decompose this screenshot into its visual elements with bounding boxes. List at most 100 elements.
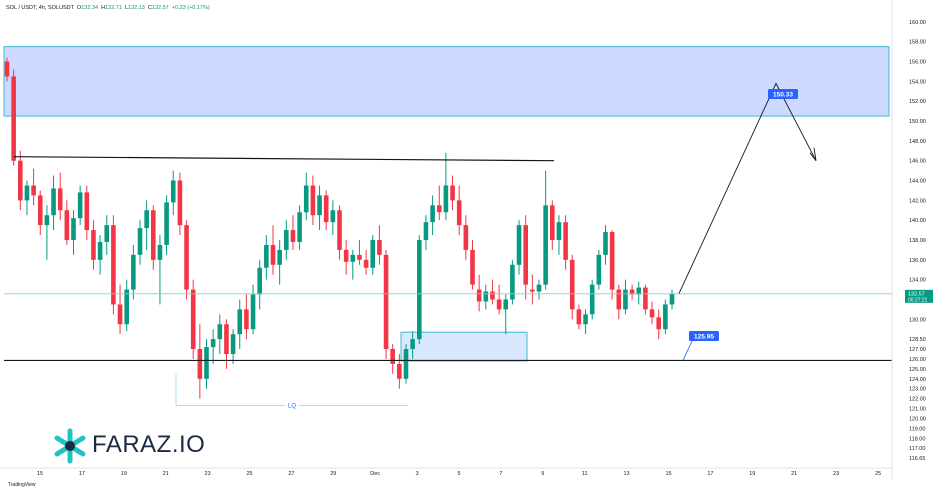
candle[interactable]	[131, 244, 136, 300]
candle[interactable]	[377, 225, 382, 265]
candle[interactable]	[390, 344, 395, 374]
candle[interactable]	[330, 200, 336, 236]
candle[interactable]	[31, 168, 36, 206]
candle[interactable]	[649, 301, 655, 325]
candle[interactable]	[410, 331, 415, 359]
candle[interactable]	[669, 289, 675, 310]
candle[interactable]	[137, 220, 143, 265]
candle[interactable]	[403, 344, 409, 384]
candle[interactable]	[490, 279, 495, 305]
candle[interactable]	[643, 284, 648, 315]
candle[interactable]	[323, 190, 329, 231]
candle[interactable]	[436, 185, 442, 221]
candle[interactable]	[270, 225, 276, 275]
candle[interactable]	[197, 324, 203, 399]
candle[interactable]	[523, 215, 528, 300]
candle[interactable]	[503, 294, 509, 335]
candle[interactable]	[589, 279, 595, 320]
candle[interactable]	[170, 170, 176, 216]
candle[interactable]	[297, 205, 302, 250]
candle[interactable]	[530, 274, 535, 305]
candle[interactable]	[623, 279, 628, 315]
candle[interactable]	[111, 215, 116, 315]
candle[interactable]	[550, 200, 555, 250]
candle[interactable]	[609, 230, 615, 300]
candle[interactable]	[57, 172, 63, 221]
candle[interactable]	[583, 309, 588, 335]
candle[interactable]	[629, 284, 635, 300]
candle[interactable]	[543, 170, 548, 290]
candle[interactable]	[310, 175, 316, 226]
projection-path[interactable]	[678, 82, 817, 294]
candle[interactable]	[157, 235, 163, 305]
candle[interactable]	[483, 284, 489, 310]
candle[interactable]	[363, 249, 369, 275]
candle[interactable]	[430, 195, 435, 236]
candle[interactable]	[11, 69, 16, 166]
candle[interactable]	[470, 240, 475, 290]
candle[interactable]	[204, 339, 209, 389]
candle[interactable]	[563, 215, 568, 270]
candle[interactable]	[496, 284, 502, 315]
candle[interactable]	[117, 284, 123, 335]
candle[interactable]	[237, 299, 243, 350]
candle[interactable]	[217, 314, 223, 354]
candle[interactable]	[516, 220, 522, 275]
candle[interactable]	[357, 240, 362, 265]
candle[interactable]	[510, 259, 515, 305]
candle[interactable]	[337, 205, 342, 260]
candle[interactable]	[184, 220, 189, 300]
candle[interactable]	[44, 205, 50, 260]
candle[interactable]	[244, 294, 249, 340]
candle[interactable]	[456, 185, 462, 236]
candle[interactable]	[77, 185, 83, 226]
candle[interactable]	[64, 200, 70, 245]
candle[interactable]	[144, 200, 149, 250]
candle[interactable]	[84, 185, 90, 240]
candle[interactable]	[397, 354, 402, 389]
candle[interactable]	[663, 299, 668, 335]
candle[interactable]	[423, 215, 429, 250]
candle[interactable]	[51, 175, 56, 231]
candle[interactable]	[303, 172, 309, 221]
candle[interactable]	[71, 210, 76, 255]
candle[interactable]	[284, 220, 289, 260]
candle[interactable]	[383, 249, 389, 359]
candle[interactable]	[24, 180, 30, 216]
candle[interactable]	[124, 279, 129, 332]
candle[interactable]	[277, 240, 282, 285]
candle[interactable]	[164, 195, 169, 255]
candle[interactable]	[350, 249, 356, 280]
supply-zone[interactable]	[3, 46, 890, 117]
candle[interactable]	[317, 185, 322, 231]
candle[interactable]	[290, 215, 296, 250]
candle[interactable]	[463, 215, 469, 260]
candle[interactable]	[569, 254, 575, 320]
candle[interactable]	[616, 284, 622, 320]
candle[interactable]	[596, 249, 602, 290]
candle[interactable]	[556, 215, 562, 255]
candle[interactable]	[177, 172, 183, 236]
candle[interactable]	[210, 329, 216, 364]
candle[interactable]	[370, 235, 376, 275]
candle[interactable]	[536, 279, 542, 300]
candle[interactable]	[656, 309, 661, 340]
candle[interactable]	[636, 281, 642, 305]
candle[interactable]	[250, 284, 256, 335]
tradingview-footer[interactable]: TradingView	[8, 482, 36, 488]
demand-zone[interactable]	[400, 331, 528, 362]
candle[interactable]	[151, 205, 156, 270]
candle[interactable]	[190, 279, 196, 359]
candle[interactable]	[450, 175, 455, 211]
candle[interactable]	[443, 152, 449, 221]
candle[interactable]	[97, 235, 103, 275]
candle[interactable]	[417, 235, 422, 345]
candle[interactable]	[257, 259, 262, 310]
candle[interactable]	[476, 274, 482, 312]
candle[interactable]	[37, 190, 43, 236]
candle[interactable]	[91, 220, 96, 270]
candle[interactable]	[18, 150, 23, 211]
candle[interactable]	[264, 235, 269, 280]
